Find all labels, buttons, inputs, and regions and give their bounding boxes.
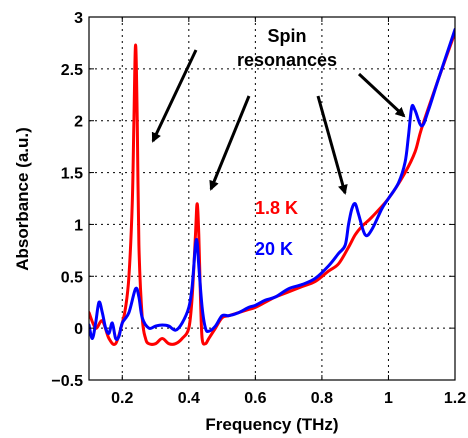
arrow-4 (357, 72, 406, 118)
plot-area (89, 17, 455, 380)
y-tick-label: 0.5 (61, 269, 83, 286)
arrow-2 (209, 95, 251, 191)
tick-labels: 0.2 0.4 0.6 0.8 1 1.2 −0.5 0 0.5 1 1.5 2 2.5 3 (51, 10, 466, 407)
x-tick-label: 1 (384, 390, 393, 407)
annotation-line-1: Spin (268, 26, 307, 46)
y-tick-label: 3 (74, 10, 83, 27)
series-label-20k: 20 K (255, 239, 293, 259)
y-tick-label: 0 (74, 321, 83, 338)
x-axis-label: Frequency (THz) (205, 415, 338, 434)
arrow-3 (316, 95, 348, 195)
y-axis-label: Absorbance (a.u.) (13, 127, 32, 271)
y-tick-label: −0.5 (51, 373, 83, 390)
annotation-arrows (151, 49, 406, 195)
y-tick-label: 2.5 (61, 62, 83, 79)
x-tick-label: 0.4 (178, 390, 200, 407)
annotation-line-2: resonances (237, 50, 337, 70)
y-tick-label: 2 (74, 114, 83, 131)
series-line-20-k (89, 27, 455, 342)
y-tick-label: 1 (74, 217, 83, 234)
plot-frame (88, 16, 456, 381)
x-tick-label: 0.8 (311, 390, 333, 407)
series-label-1-8k: 1.8 K (255, 198, 298, 218)
series-layer (89, 27, 455, 346)
x-tick-label: 0.6 (244, 390, 266, 407)
x-tick-label: 1.2 (444, 390, 466, 407)
y-tick-label: 1.5 (61, 166, 83, 183)
arrow-1 (151, 49, 198, 143)
x-tick-label: 0.2 (111, 390, 133, 407)
ticks (89, 16, 456, 381)
